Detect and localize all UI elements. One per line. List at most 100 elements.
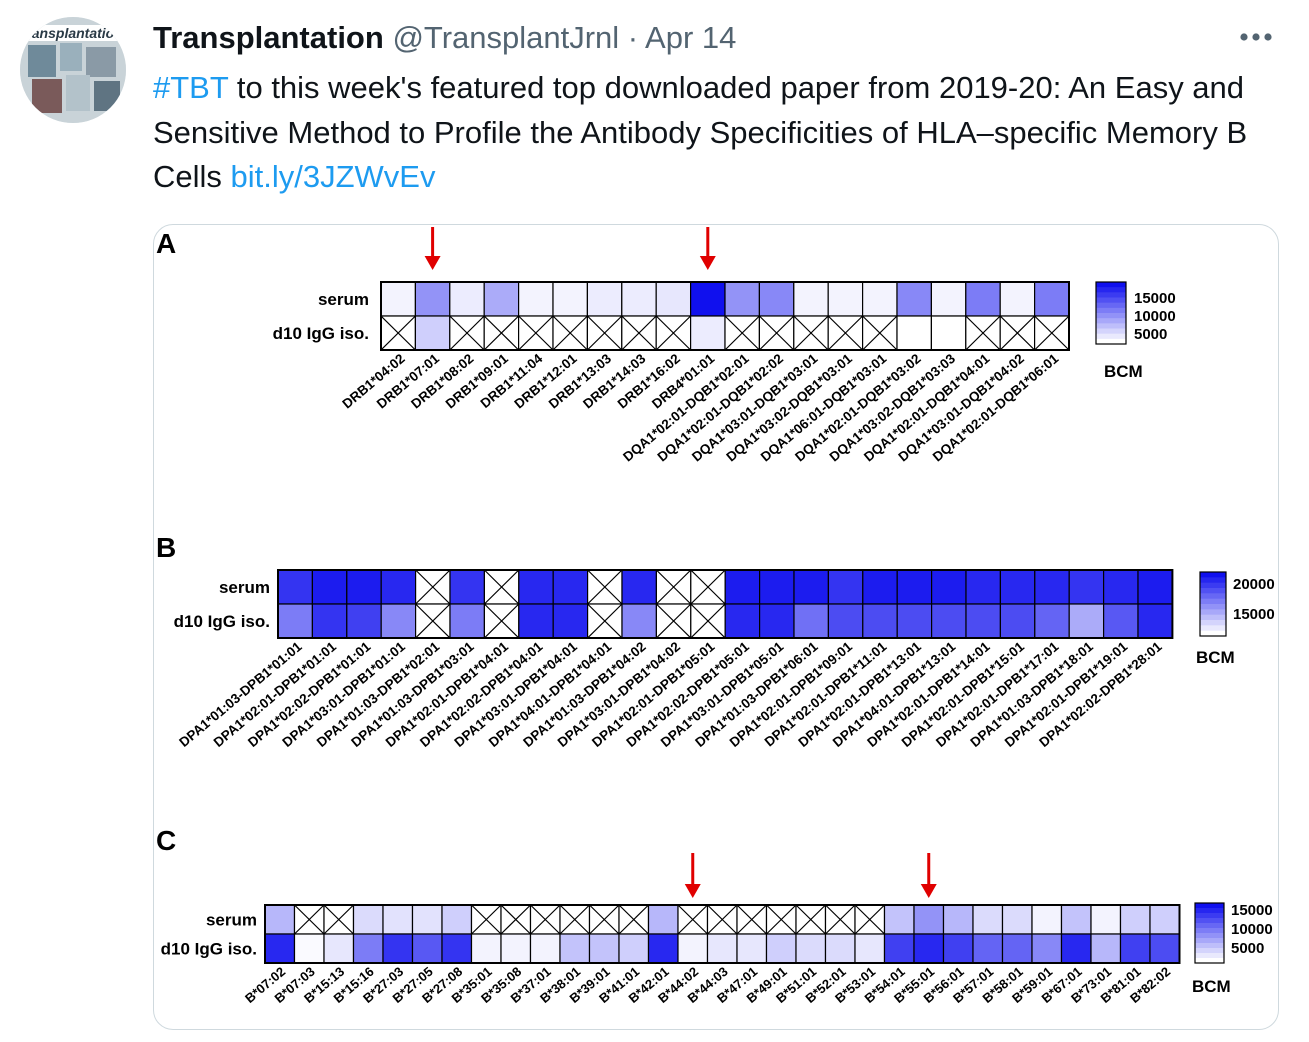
heatmap-cell [896,281,933,317]
heatmap-cell [1119,933,1151,964]
author-avatar[interactable]: ansplantatio [20,17,126,123]
red-arrow-head [699,256,716,270]
more-options-button[interactable] [1236,20,1276,54]
legend-gradient-step [1200,614,1226,621]
heatmap-cell [380,569,417,605]
cell-cross-line [500,904,531,935]
row-label: d10 IgG iso. [273,324,369,343]
heatmap-cell [518,281,554,317]
heatmap-cell [1031,904,1063,935]
heatmap-cell [1119,904,1151,935]
heatmap-cell [883,904,915,935]
cell-cross-line [825,904,856,935]
heatmap-cell [1034,603,1070,639]
cell-cross-line [1034,315,1070,351]
heatmap-cell [411,933,443,964]
heatmap-cell [942,933,974,964]
heatmap-cell [311,603,348,639]
cell-cross-line [483,315,520,351]
cell-cross-line [766,904,797,935]
heatmap-cell [896,315,933,351]
heatmap-cell [942,904,974,935]
legend-gradient-step [1096,318,1126,324]
legend-gradient-step [1200,577,1226,584]
cell-cross-line [677,904,708,935]
legend-gradient-step [1195,948,1224,954]
cell-cross-line [380,315,416,351]
heatmap-cell [965,603,1002,639]
heatmap-cell [1033,281,1070,317]
legend-gradient-step [1195,923,1224,929]
cell-cross-line [552,315,588,351]
heatmap-cell [441,933,473,964]
legend-tick-label: 15000 [1233,606,1275,623]
legend-gradient-step [1200,588,1226,594]
heatmap-cell [913,904,945,935]
heatmap-cell [1090,904,1122,935]
heatmap-cell [883,933,915,964]
cell-cross-line [758,315,795,351]
heatmap-cell [965,281,1001,317]
header-separator: · [627,20,639,55]
tweet-text: #TBT to this week's featured top downloa… [153,66,1288,200]
heatmap-cell [896,603,933,639]
cell-cross-line [471,904,502,935]
cell-cross-line [621,315,657,351]
heatmap-cell [380,281,417,317]
tweet-date[interactable]: Apr 14 [645,20,737,55]
heatmap-cell [689,315,726,351]
heatmap-cell [930,281,967,317]
author-name[interactable]: Transplantation [153,20,384,55]
heatmap-cell [1137,603,1174,639]
heatmap-cell [323,933,355,964]
cell-cross-line [690,603,726,639]
heatmap-cell [827,603,864,639]
heatmap-cell [793,281,829,317]
row-label: serum [318,290,369,309]
heatmap-cell [380,603,417,639]
url-link[interactable]: bit.ly/3JZWvEv [230,159,436,194]
heatmap-cell [293,933,325,964]
cell-cross-line [690,569,726,605]
heatmap-cell [758,281,795,317]
hashtag-link[interactable]: #TBT [153,70,229,105]
row-label: d10 IgG iso. [174,612,270,631]
heatmap-cell [346,603,382,639]
legend-tick-label: 10000 [1134,308,1176,325]
cell-cross-line [415,569,451,605]
heatmap-cell [382,904,414,935]
heatmap-cell [706,933,738,964]
heatmap-border [264,904,1181,964]
heatmap-cell [793,569,830,605]
cell-cross-line [586,315,623,351]
heatmap-cell [621,569,658,605]
red-arrow-head [684,884,701,898]
cell-cross-line [707,904,738,935]
heatmap-cell [1001,904,1033,935]
red-arrow-head [920,884,937,898]
legend-title: BCM [1104,362,1143,381]
heatmap-cell [861,281,898,317]
heatmap-cell [793,603,830,639]
svg-text:ansplantatio: ansplantatio [32,25,115,41]
heatmap-cell [647,933,679,964]
legend-gradient-step [1195,913,1224,919]
heatmap-cell [449,603,486,639]
heatmap-cell [930,569,967,605]
heatmap-cell [999,281,1036,317]
author-handle[interactable]: @TransplantJrnl [392,20,620,55]
heatmap-cell [382,933,414,964]
cell-cross-line [999,315,1036,351]
tweet-header: Transplantation @TransplantJrnl · Apr 14 [153,18,736,58]
cell-cross-line [587,569,623,605]
cell-cross-line [862,315,898,351]
heatmap-cell [449,569,486,605]
heatmap-cell [618,933,650,964]
cell-cross-line [587,603,623,639]
heatmap-cell [483,281,520,317]
legend-gradient-step [1195,938,1224,944]
heatmap-cell [449,281,485,317]
heatmap-cell [758,603,795,639]
heatmap-cell [854,933,886,964]
